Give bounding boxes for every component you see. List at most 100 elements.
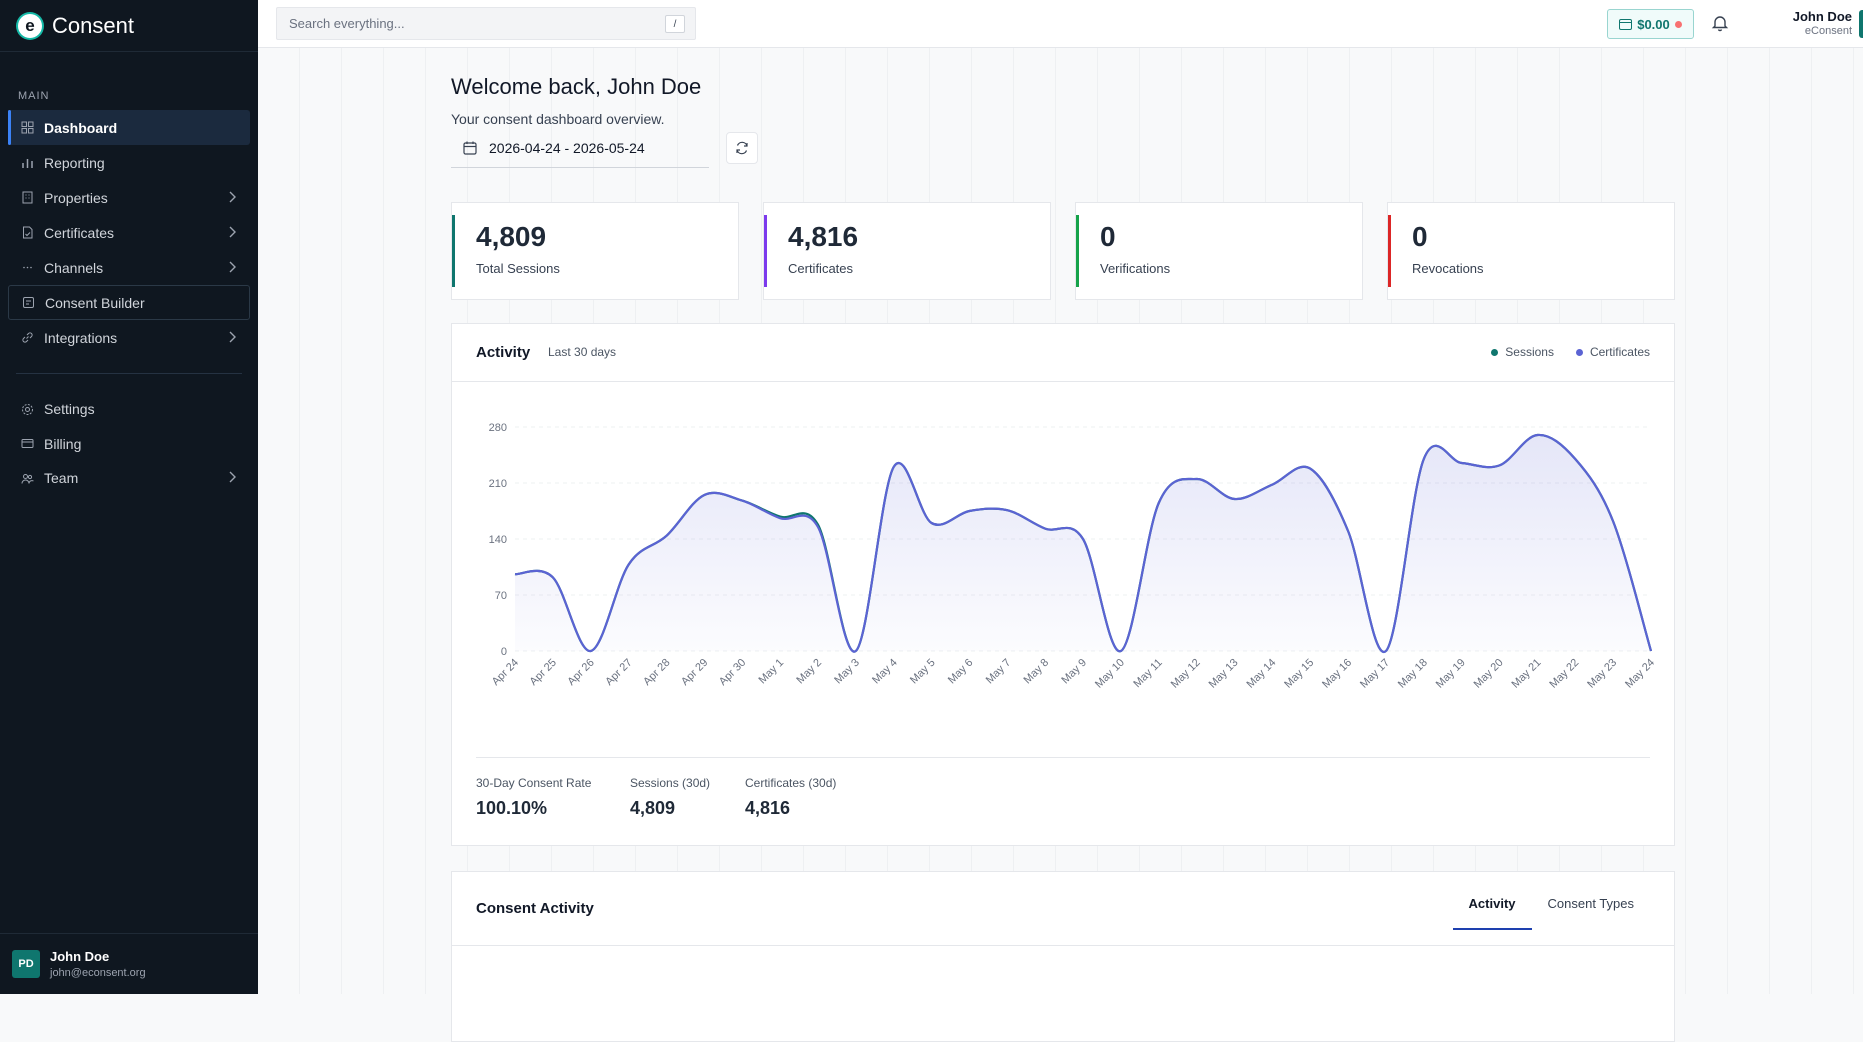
topbar: Search everything... / $0.00 John Doe eC… [258, 0, 1863, 48]
metric-sessions: Sessions (30d) 4,809 [630, 776, 710, 819]
stats-row: 4,809 Total Sessions 4,816 Certificates … [451, 202, 1675, 300]
activity-metrics: 30-Day Consent Rate 100.10% Sessions (30… [476, 757, 1650, 837]
sidebar-divider [16, 373, 242, 374]
sidebar-item-properties[interactable]: Properties [8, 180, 250, 215]
document-check-icon [20, 226, 34, 240]
x-tick-label: May 22 [1547, 657, 1581, 691]
stat-card-certificates[interactable]: 4,816 Certificates [763, 202, 1051, 300]
x-tick-label: May 9 [1059, 657, 1089, 687]
y-tick-label: 210 [489, 478, 507, 490]
x-tick-label: May 14 [1244, 657, 1278, 691]
stat-card-revocations[interactable]: 0 Revocations [1387, 202, 1675, 300]
team-icon [20, 471, 34, 485]
chevron-right-icon [228, 190, 236, 206]
stat-label: Total Sessions [476, 261, 560, 276]
sidebar-item-label: Channels [44, 260, 103, 276]
x-tick-label: Apr 27 [603, 657, 634, 688]
chevron-right-icon [228, 330, 236, 346]
activity-card-header: Activity Last 30 days Sessions Certifica… [452, 324, 1674, 382]
nav-section-label: MAIN [0, 52, 258, 110]
metric-value: 4,816 [745, 798, 836, 819]
tab-consent-types[interactable]: Consent Types [1532, 886, 1650, 930]
sidebar-item-billing[interactable]: Billing [8, 427, 250, 462]
calendar-icon [463, 141, 477, 155]
top-user-info[interactable]: John Doe eConsent [1752, 9, 1852, 37]
y-tick-label: 70 [495, 590, 507, 602]
stat-label: Revocations [1412, 261, 1484, 276]
sidebar-item-label: Reporting [44, 155, 105, 171]
brand[interactable]: e Consent [0, 0, 258, 52]
stat-label: Verifications [1100, 261, 1170, 276]
activity-title: Activity [476, 344, 530, 361]
bell-icon[interactable] [1711, 14, 1729, 32]
page-subtitle: Your consent dashboard overview. [451, 111, 665, 127]
refresh-button[interactable] [726, 132, 758, 164]
metric-label: 30-Day Consent Rate [476, 776, 591, 790]
x-tick-label: May 16 [1320, 657, 1354, 691]
y-tick-label: 0 [501, 646, 507, 658]
sidebar-item-consent-builder[interactable]: Consent Builder [8, 285, 250, 320]
activity-range-hint: Last 30 days [548, 345, 616, 359]
x-tick-label: May 1 [757, 657, 787, 687]
legend-label: Sessions [1505, 345, 1554, 359]
legend-item-certificates[interactable]: Certificates [1576, 345, 1650, 359]
sidebar-item-dashboard[interactable]: Dashboard [8, 110, 250, 145]
secondary-nav: Settings Billing Team [0, 392, 258, 496]
stat-label: Certificates [788, 261, 853, 276]
main-content: Welcome back, John Doe Your consent dash… [258, 48, 1863, 994]
x-tick-label: May 13 [1207, 657, 1241, 691]
chevron-right-icon [228, 470, 236, 486]
x-tick-label: Apr 25 [528, 657, 559, 688]
metric-value: 100.10% [476, 798, 591, 819]
search-input[interactable]: Search everything... / [276, 7, 696, 40]
stat-accent [764, 215, 767, 287]
x-tick-label: May 6 [946, 657, 976, 687]
stat-value: 0 [1100, 221, 1116, 253]
date-range-picker[interactable]: 2026-04-24 - 2026-05-24 [451, 128, 709, 168]
consent-activity-header: Consent Activity Activity Consent Types [452, 872, 1674, 946]
search-shortcut-key: / [665, 15, 685, 33]
credit-card-icon [20, 437, 34, 451]
balance-status-dot [1675, 21, 1682, 28]
metric-label: Certificates (30d) [745, 776, 836, 790]
stat-value: 4,809 [476, 221, 546, 253]
x-tick-label: May 18 [1396, 657, 1430, 691]
sidebar-item-channels[interactable]: Channels [8, 250, 250, 285]
sidebar-item-integrations[interactable]: Integrations [8, 320, 250, 355]
gear-icon [20, 402, 34, 416]
building-icon [20, 191, 34, 205]
sidebar-item-team[interactable]: Team [8, 461, 250, 496]
x-tick-label: May 3 [832, 657, 862, 687]
balance-button[interactable]: $0.00 [1607, 9, 1694, 39]
x-tick-label: May 19 [1434, 657, 1468, 691]
avatar: PD [12, 950, 40, 978]
x-tick-label: May 17 [1358, 657, 1392, 691]
wallet-icon [1619, 19, 1632, 30]
x-tick-label: May 10 [1093, 657, 1127, 691]
sidebar-item-certificates[interactable]: Certificates [8, 215, 250, 250]
x-tick-label: May 2 [794, 657, 824, 687]
sidebar-user[interactable]: PD John Doe john@econsent.org [0, 933, 258, 994]
sidebar-item-label: Billing [44, 436, 81, 452]
x-tick-label: Apr 24 [490, 657, 521, 688]
stat-value: 4,816 [788, 221, 858, 253]
sidebar-item-settings[interactable]: Settings [8, 392, 250, 427]
link-icon [20, 331, 34, 345]
chevron-right-icon [228, 260, 236, 276]
legend-item-sessions[interactable]: Sessions [1491, 345, 1554, 359]
stat-accent [1388, 215, 1391, 287]
x-tick-label: May 20 [1472, 657, 1506, 691]
tab-activity[interactable]: Activity [1453, 886, 1532, 930]
sidebar-item-reporting[interactable]: Reporting [8, 145, 250, 180]
stat-card-verifications[interactable]: 0 Verifications [1075, 202, 1363, 300]
stat-card-sessions[interactable]: 4,809 Total Sessions [451, 202, 739, 300]
sidebar-item-label: Properties [44, 190, 108, 206]
x-tick-label: May 24 [1623, 657, 1657, 691]
legend-label: Certificates [1590, 345, 1650, 359]
sidebar-item-label: Settings [44, 401, 95, 417]
consent-activity-card: Consent Activity Activity Consent Types [451, 871, 1675, 1042]
top-avatar[interactable]: PD [1859, 10, 1863, 38]
balance-amount: $0.00 [1637, 17, 1670, 32]
stat-accent [1076, 215, 1079, 287]
